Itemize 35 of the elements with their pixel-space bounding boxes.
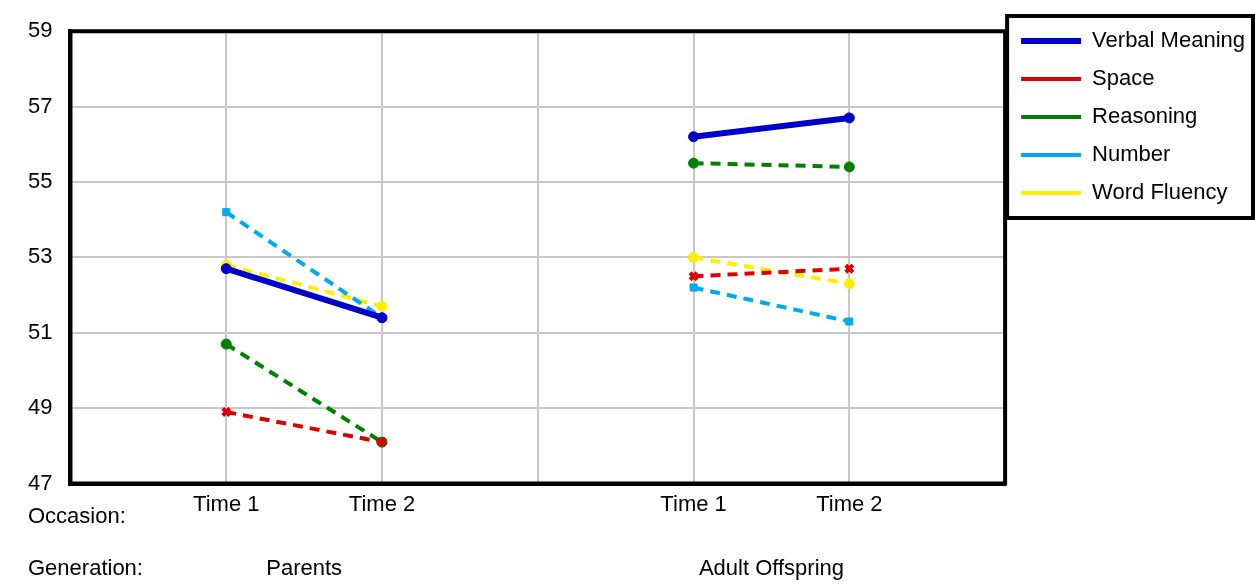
y-tick-label: 53 bbox=[27, 243, 53, 269]
point bbox=[845, 317, 854, 326]
x-tick-label: Time 2 bbox=[348, 490, 416, 516]
point bbox=[843, 112, 855, 124]
x-tick-label: Time 1 bbox=[193, 490, 260, 516]
point bbox=[220, 263, 232, 275]
y-tick-label: 57 bbox=[27, 92, 53, 118]
legend-label: Space bbox=[1092, 65, 1155, 91]
text: Occasion: bbox=[28, 502, 126, 528]
text: Parents bbox=[266, 554, 343, 580]
point bbox=[220, 406, 232, 418]
point bbox=[688, 270, 700, 282]
y-tick-label: 55 bbox=[27, 168, 53, 194]
point bbox=[843, 278, 855, 290]
point bbox=[688, 131, 700, 143]
point bbox=[843, 161, 855, 173]
point bbox=[688, 157, 700, 169]
y-tick-label: 51 bbox=[27, 318, 53, 344]
x-tick-label: Time 1 bbox=[660, 490, 727, 516]
point bbox=[376, 300, 388, 312]
y-tick-label: 59 bbox=[27, 17, 53, 43]
text: Adult Offspring bbox=[698, 554, 845, 580]
legend-label: Number bbox=[1092, 141, 1171, 167]
point bbox=[689, 283, 698, 292]
point bbox=[222, 208, 231, 217]
point bbox=[688, 251, 700, 263]
legend-label: Reasoning bbox=[1092, 103, 1198, 129]
legend-label: Verbal Meaning bbox=[1092, 27, 1246, 53]
y-tick-label: 47 bbox=[27, 469, 53, 495]
point bbox=[220, 338, 232, 350]
legend-label: Word Fluency bbox=[1092, 179, 1228, 205]
text: Generation: bbox=[28, 554, 143, 580]
y-tick-label: 49 bbox=[27, 394, 53, 420]
x-tick-label: Time 2 bbox=[816, 490, 883, 516]
point bbox=[843, 263, 855, 275]
